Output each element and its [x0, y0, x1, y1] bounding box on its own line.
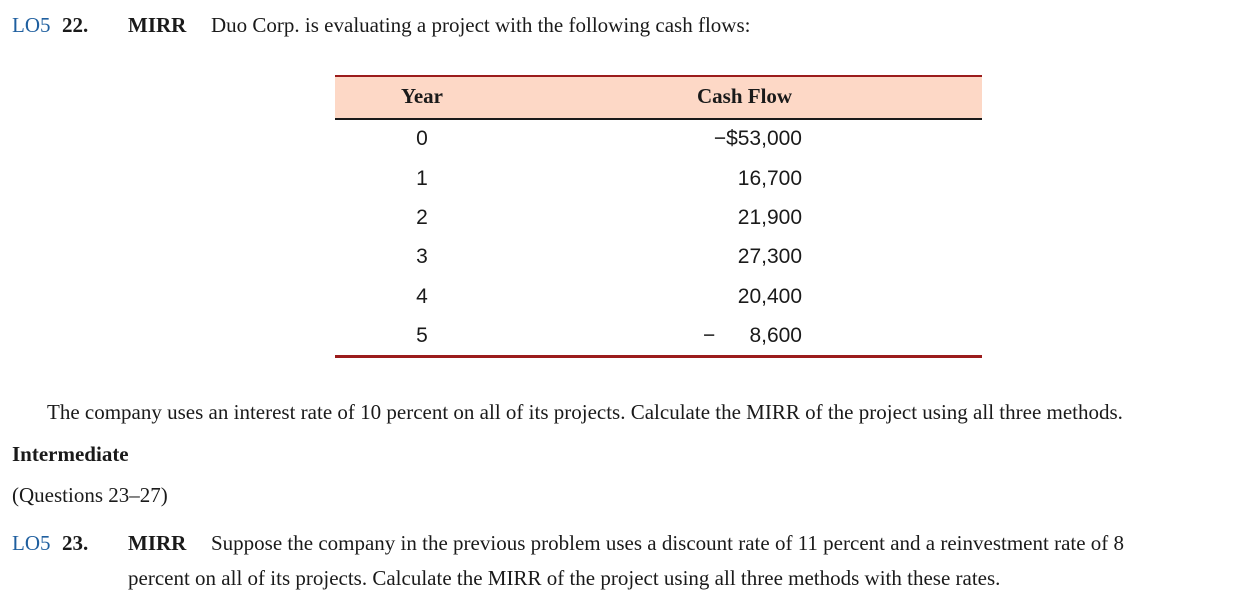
problem-topic: MIRR	[128, 13, 187, 37]
section-subtitle: (Questions 23–27)	[12, 483, 168, 507]
problem-text-line: Suppose the company in the previous prob…	[211, 531, 1125, 555]
problem-body-text: The company uses an interest rate of 10 …	[47, 400, 1123, 424]
negative-sign: −	[703, 324, 716, 347]
table-top-rule	[335, 75, 982, 77]
cash-flow-cell: 27,300	[737, 245, 802, 268]
year-cell: 0	[416, 127, 428, 150]
cash-flow-cell: 8,600	[749, 324, 802, 347]
problem-text-line: percent on all of its projects. Calculat…	[128, 566, 1001, 590]
section-title: Intermediate	[12, 442, 129, 466]
problem-number: 23.	[62, 531, 89, 555]
problem-topic: MIRR	[128, 531, 187, 555]
cash-flow-cell: 16,700	[737, 167, 802, 190]
year-cell: 2	[416, 206, 428, 229]
cash-flow-cell: 21,900	[737, 206, 802, 229]
table-header-row	[335, 77, 982, 118]
table-header-rule	[335, 118, 982, 120]
cash-flow-cell: −$53,000	[713, 127, 802, 150]
column-header-cash-flow: Cash Flow	[697, 84, 793, 108]
problem-intro: Duo Corp. is evaluating a project with t…	[211, 13, 751, 37]
table-bottom-rule	[335, 355, 982, 358]
learning-objective-label: LO5	[12, 531, 51, 555]
year-cell: 3	[416, 245, 428, 268]
column-header-year: Year	[401, 84, 443, 108]
year-cell: 1	[416, 167, 428, 190]
year-cell: 5	[416, 324, 428, 347]
year-cell: 4	[416, 285, 428, 308]
learning-objective-label: LO5	[12, 13, 51, 37]
cash-flow-cell: 20,400	[737, 285, 802, 308]
problem-number: 22.	[62, 13, 89, 37]
